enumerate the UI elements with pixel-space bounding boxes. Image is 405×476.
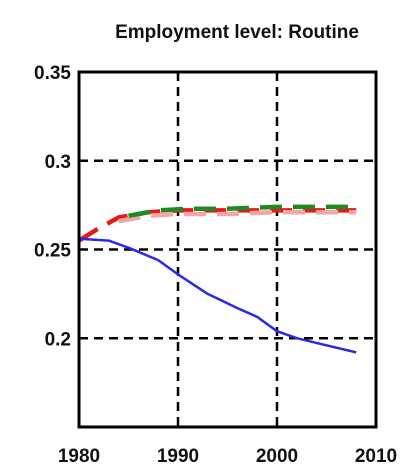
y-tick-label: 0.25 — [34, 241, 71, 262]
y-tick-label: 0.35 — [34, 63, 71, 84]
series-layer — [77, 204, 357, 354]
series-line-4 — [78, 237, 357, 354]
plot-frame — [77, 70, 378, 429]
x-tick-label: 2000 — [256, 446, 298, 467]
series-line-3 — [128, 204, 357, 219]
x-tick-label: 1990 — [157, 446, 199, 467]
x-tick-label: 1980 — [58, 446, 100, 467]
series-line-2 — [118, 209, 357, 224]
y-tick-label: 0.3 — [45, 152, 71, 173]
x-tick-label: 2010 — [355, 446, 397, 467]
chart-title: Employment level: Routine — [115, 22, 359, 43]
y-tick-label: 0.2 — [45, 329, 71, 350]
tick-layer: 1980 1990 2000 2010 0.35 0.3 0.25 0.2 — [34, 63, 397, 467]
grid-layer — [79, 72, 376, 427]
